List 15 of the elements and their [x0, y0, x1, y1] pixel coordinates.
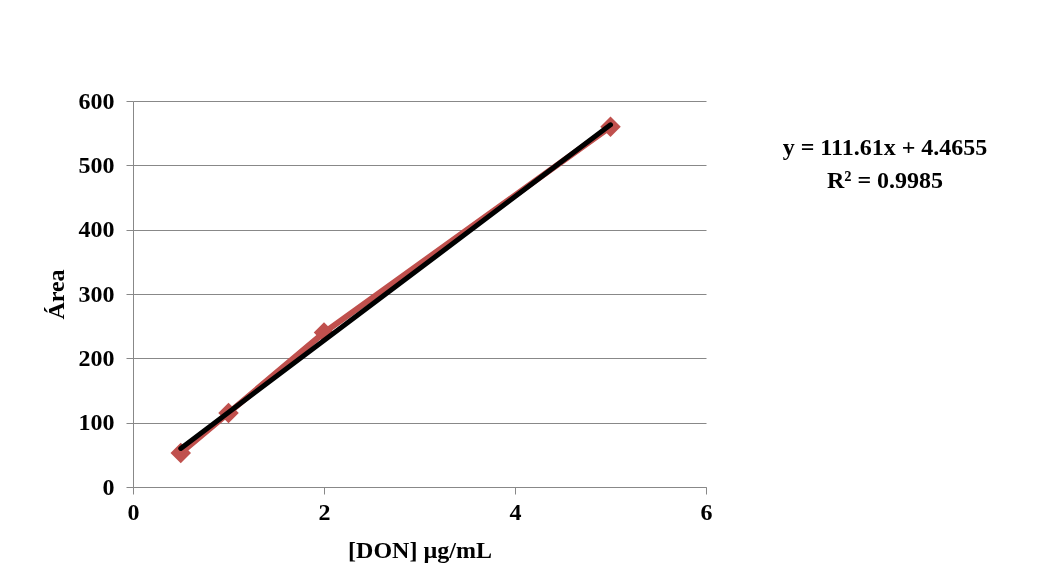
- y-axis-title: Área: [42, 269, 69, 320]
- y-tick-label: 400: [78, 216, 115, 243]
- x-tick-label: 2: [318, 498, 331, 525]
- y-tick-label: 500: [78, 151, 115, 178]
- y-tick-label: 200: [78, 344, 115, 371]
- text: y = 111.61x + 4.4655: [782, 134, 988, 160]
- y-tick-label: 100: [78, 409, 115, 436]
- y-tick-label: 0: [102, 473, 115, 500]
- y-tick-label: 300: [78, 280, 115, 307]
- x-tick-label: 6: [700, 498, 713, 525]
- x-tick-label: 4: [509, 498, 522, 525]
- x-tick-label: 0: [127, 498, 140, 525]
- y-tick-label: 600: [78, 87, 115, 114]
- text: R² = 0.9985: [826, 167, 944, 193]
- x-axis-title: [DON] µg/mL: [348, 536, 492, 563]
